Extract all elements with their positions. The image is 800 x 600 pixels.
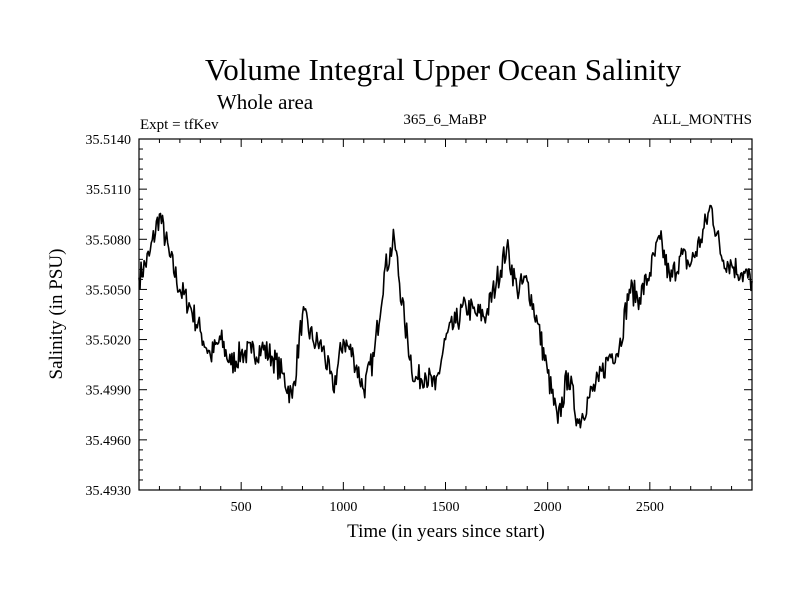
x-tick-label: 1500 [432, 500, 460, 515]
y-tick-label: 35.4990 [86, 384, 132, 399]
x-axis: 500 1000 1500 2000 2500 [158, 139, 733, 515]
x-tick-label: 2500 [636, 500, 664, 515]
y-tick-label: 35.4960 [86, 434, 132, 449]
months-label: ALL_MONTHS [652, 112, 752, 128]
y-axis: 35.4930 35.4960 35.4990 35.5020 35.5050 35.50… [86, 133, 752, 499]
y-axis-label: Salinity (in PSU) [46, 249, 67, 380]
series-layer [138, 204, 753, 429]
x-tick-label: 2000 [534, 500, 562, 515]
y-tick-label: 35.5110 [86, 183, 131, 198]
x-axis-label: Time (in years since start) [347, 521, 545, 542]
chart-subtitle: Whole area [217, 90, 314, 114]
y-tick-label: 35.5140 [86, 133, 132, 148]
y-tick-label: 35.5020 [86, 334, 132, 349]
plot-frame [138, 138, 753, 491]
x-tick-label: 1000 [329, 500, 357, 515]
experiment-label: Expt = tfKev [140, 117, 219, 133]
y-tick-label: 35.4930 [86, 484, 132, 499]
y-tick-label: 35.5050 [86, 283, 132, 298]
chart-title: Volume Integral Upper Ocean Salinity [205, 52, 682, 87]
salinity-series-line [138, 204, 753, 429]
experiment-id-label: 365_6_MaBP [403, 112, 486, 128]
x-tick-label: 500 [231, 500, 252, 515]
y-tick-label: 35.5080 [86, 233, 132, 248]
